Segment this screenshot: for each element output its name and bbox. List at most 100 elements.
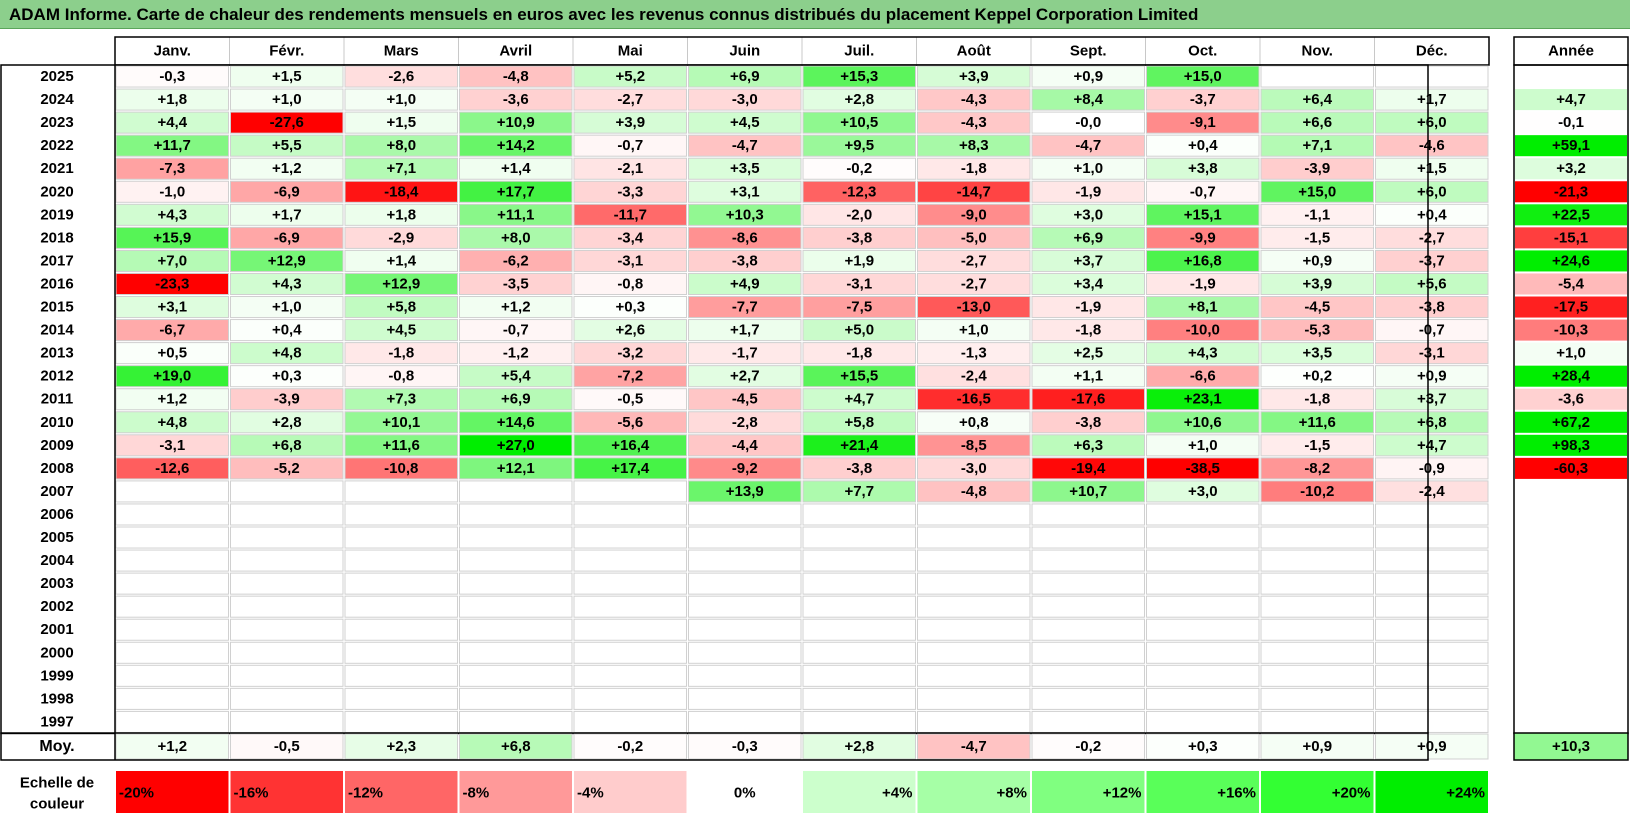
heatmap-cell xyxy=(459,272,573,296)
heatmap-cell-value: -0,3 xyxy=(159,68,185,85)
heatmap-cell xyxy=(344,272,458,296)
heatmap-cell xyxy=(688,296,802,319)
average-cell-value: -0,2 xyxy=(1075,738,1101,755)
row-year-label: 2015 xyxy=(40,299,73,316)
heatmap-cell xyxy=(1031,434,1145,457)
heatmap-cell xyxy=(573,388,687,411)
color-scale-value: -4% xyxy=(577,785,604,802)
annual-cell-value: +28,4 xyxy=(1552,368,1591,385)
heatmap-cell xyxy=(1260,549,1374,572)
heatmap-cell-value: -0,7 xyxy=(1419,322,1445,339)
heatmap-cell-value: -0,7 xyxy=(1190,183,1216,200)
heatmap-cell xyxy=(688,503,802,526)
annual-cell-value: -15,1 xyxy=(1554,229,1588,246)
heatmap-cell-value: +1,5 xyxy=(386,114,416,131)
heatmap-cell xyxy=(1031,180,1145,203)
heatmap-cell-value: +1,2 xyxy=(272,160,302,177)
heatmap-cell-value: -3,1 xyxy=(159,437,185,454)
heatmap-cell xyxy=(573,503,687,526)
heatmap-cell-value: +1,4 xyxy=(501,160,531,177)
heatmap-cell-value: -10,0 xyxy=(1186,322,1220,339)
heatmap-cell-value: +1,9 xyxy=(844,252,874,269)
heatmap-cell xyxy=(1146,365,1260,388)
heatmap-cell-value: -14,7 xyxy=(957,183,991,200)
heatmap-cell xyxy=(573,480,687,503)
heatmap-cell xyxy=(1375,388,1489,411)
heatmap-cell-value: +3,7 xyxy=(1417,391,1447,408)
heatmap-cell xyxy=(1375,526,1489,549)
month-header-cell xyxy=(1030,36,1146,66)
color-scale-value: +24% xyxy=(1446,785,1485,802)
heatmap-cell xyxy=(1031,111,1145,134)
heatmap-cell-value: -2,7 xyxy=(1419,229,1445,246)
heatmap-cell-value: +27,0 xyxy=(497,437,535,454)
heatmap-cell-value: -0,7 xyxy=(503,322,529,339)
average-cell-value: +0,9 xyxy=(1417,738,1447,755)
heatmap-cell-value: -1,5 xyxy=(1304,229,1330,246)
annual-cell xyxy=(1515,457,1627,479)
annual-cell xyxy=(1515,227,1627,249)
heatmap-cell xyxy=(115,226,229,249)
heatmap-cell xyxy=(230,88,344,111)
heatmap-cell xyxy=(573,180,687,203)
heatmap-cell xyxy=(917,134,1031,157)
row-year-label: 1997 xyxy=(40,713,73,730)
annual-cell-value: -10,3 xyxy=(1554,322,1588,339)
heatmap-cell xyxy=(1146,641,1260,664)
heatmap-cell xyxy=(802,434,916,457)
heatmap-cell xyxy=(230,641,344,664)
heatmap-cell xyxy=(344,249,458,272)
heatmap-cell-value: +3,1 xyxy=(157,299,187,316)
heatmap-cell-value: +2,8 xyxy=(844,91,874,108)
heatmap-cell xyxy=(230,549,344,572)
heatmap-cell xyxy=(1260,480,1374,503)
heatmap-cell-value: +14,2 xyxy=(497,137,535,154)
heatmap-cell xyxy=(573,157,687,180)
heatmap-cell-value: +6,9 xyxy=(730,68,760,85)
heatmap-cell xyxy=(688,687,802,710)
heatmap-cell xyxy=(459,365,573,388)
heatmap-cell-value: -7,7 xyxy=(732,299,758,316)
heatmap-cell-value: -4,4 xyxy=(732,437,759,454)
heatmap-cell xyxy=(1031,503,1145,526)
heatmap-cell xyxy=(1031,342,1145,365)
heatmap-cell xyxy=(573,249,687,272)
heatmap-cell-value: -3,8 xyxy=(846,229,872,246)
heatmap-cell xyxy=(230,272,344,296)
heatmap-cell-value: +9,5 xyxy=(844,137,874,154)
heatmap-cell xyxy=(344,157,458,180)
heatmap-cell xyxy=(1375,272,1489,296)
heatmap-cell xyxy=(230,296,344,319)
heatmap-cell xyxy=(1375,411,1489,434)
annual-cell-value: -17,5 xyxy=(1554,299,1588,316)
heatmap-cell xyxy=(459,710,573,733)
heatmap-cell-value: -4,5 xyxy=(1304,299,1330,316)
heatmap-cell xyxy=(1031,319,1145,342)
month-header-label: Juin xyxy=(729,43,760,60)
heatmap-cell-value: +1,0 xyxy=(1188,437,1218,454)
heatmap-cell xyxy=(459,203,573,226)
heatmap-cell-value: +23,1 xyxy=(1184,391,1222,408)
heatmap-cell-value: +15,0 xyxy=(1184,68,1222,85)
heatmap-cell xyxy=(573,618,687,641)
heatmap-cell-value: +16,8 xyxy=(1184,252,1222,269)
heatmap-cell xyxy=(230,618,344,641)
heatmap-cell xyxy=(1260,664,1374,687)
heatmap-cell xyxy=(1031,549,1145,572)
heatmap-cell-value: +12,1 xyxy=(497,460,535,477)
heatmap-cell xyxy=(459,296,573,319)
annual-cell xyxy=(1515,527,1627,549)
heatmap-cell xyxy=(688,319,802,342)
heatmap-cell xyxy=(1375,365,1489,388)
heatmap-cell xyxy=(344,480,458,503)
heatmap-cell xyxy=(802,572,916,595)
annual-cell xyxy=(1515,665,1627,687)
heatmap-cell xyxy=(115,388,229,411)
heatmap-cell xyxy=(1260,180,1374,203)
heatmap-cell xyxy=(1031,249,1145,272)
heatmap-cell-value: -3,9 xyxy=(274,391,300,408)
heatmap-cell xyxy=(802,618,916,641)
heatmap-cell xyxy=(115,365,229,388)
color-scale-value: +8% xyxy=(997,785,1027,802)
heatmap-cell xyxy=(230,65,344,88)
